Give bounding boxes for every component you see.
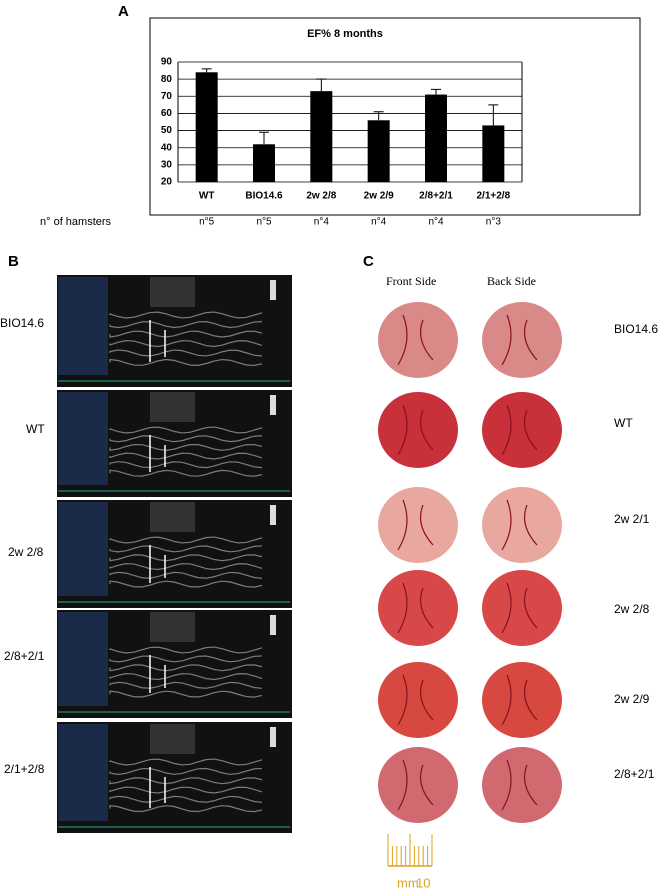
error-bar <box>316 78 327 92</box>
chart-frame <box>149 17 641 216</box>
y-tick-label: 90 <box>161 57 173 68</box>
heart-vessel <box>501 674 538 726</box>
heart-photo <box>482 662 562 738</box>
echo-inset <box>150 724 195 754</box>
heart-photo <box>378 302 458 378</box>
y-tick-label: 60 <box>161 108 173 119</box>
echo-sidebar <box>58 724 108 821</box>
count-label: n°5 <box>256 217 272 228</box>
panel-label: A <box>118 3 129 20</box>
echo-grayscale <box>270 280 276 300</box>
row-label: BIO14.6 <box>0 316 44 330</box>
count-label: n°4 <box>371 217 387 228</box>
chart-title: EF% 8 months <box>307 28 383 40</box>
heart-photo <box>482 392 562 468</box>
echo-trace <box>109 311 263 367</box>
x-tick-label: WT <box>199 191 215 202</box>
echo-inset <box>150 392 195 422</box>
heart-vessel <box>501 499 538 551</box>
row-label: 2w 2/1 <box>614 512 650 526</box>
error-bar <box>373 111 384 121</box>
bar <box>425 94 447 182</box>
row-label: 2/1+2/8 <box>4 762 45 776</box>
heart-photo <box>482 747 562 823</box>
echo-inset <box>150 612 195 642</box>
heart-photo <box>378 487 458 563</box>
heart-vessel <box>397 674 434 726</box>
echo-trace <box>109 758 263 813</box>
heart-vessel <box>501 759 538 811</box>
scale-value: 10 <box>416 875 430 890</box>
echo-sidebar <box>58 392 108 485</box>
heart-photo <box>482 302 562 378</box>
row-label: WT <box>614 416 633 430</box>
error-bar <box>488 104 499 126</box>
x-tick-label: 2/8+2/1 <box>419 191 453 202</box>
echo-grayscale <box>270 727 276 747</box>
scale-unit: mm <box>397 875 419 890</box>
row-label: 2/8+2/1 <box>614 767 655 781</box>
heart-vessel <box>397 499 434 551</box>
heart-photo <box>482 487 562 563</box>
heart-photo <box>378 392 458 468</box>
bar <box>253 144 275 182</box>
scale-bar <box>387 834 433 867</box>
y-tick-label: 20 <box>161 177 173 188</box>
heart-vessel <box>501 314 538 366</box>
y-tick-label: 40 <box>161 142 173 153</box>
echo-grayscale <box>270 395 276 415</box>
heart-vessel <box>501 404 538 456</box>
y-tick-label: 80 <box>161 74 173 85</box>
bar <box>310 91 333 182</box>
heart-vessel <box>397 759 434 811</box>
row-label: 2w 2/8 <box>8 545 44 559</box>
echo-sidebar <box>58 612 108 706</box>
echo-sidebar <box>58 277 108 375</box>
echo-sidebar <box>58 502 108 596</box>
row-label: 2/8+2/1 <box>4 649 45 663</box>
count-label: n°4 <box>428 217 444 228</box>
y-tick-label: 70 <box>161 91 173 102</box>
bar <box>367 120 390 182</box>
x-tick-label: 2w 2/8 <box>306 191 336 202</box>
error-bar <box>259 131 269 145</box>
count-label: n° of hamsters <box>40 216 112 228</box>
bar <box>195 72 218 182</box>
echo-inset <box>150 277 195 307</box>
heart-photo <box>482 570 562 646</box>
echo-grayscale <box>270 505 276 525</box>
y-tick-label: 50 <box>161 125 173 136</box>
echo-trace <box>109 536 263 588</box>
error-bar <box>201 68 212 73</box>
column-label: Front Side <box>386 274 436 288</box>
echo-inset <box>150 502 195 532</box>
bar <box>482 125 505 182</box>
heart-photo <box>378 747 458 823</box>
heart-photo <box>378 570 458 646</box>
error-bar <box>431 88 441 95</box>
panel-label: B <box>8 253 19 270</box>
row-label: WT <box>26 422 45 436</box>
y-tick-label: 30 <box>161 159 173 170</box>
heart-photo <box>378 662 458 738</box>
panel-label: C <box>363 253 374 270</box>
heart-vessel <box>397 582 434 634</box>
row-label: 2w 2/9 <box>614 692 650 706</box>
x-tick-label: 2/1+2/8 <box>477 191 511 202</box>
count-label: n°5 <box>199 217 215 228</box>
x-tick-label: 2w 2/9 <box>364 191 394 202</box>
heart-vessel <box>397 314 434 366</box>
row-label: BIO14.6 <box>614 322 658 336</box>
echo-grayscale <box>270 615 276 635</box>
echo-trace <box>109 426 263 477</box>
count-label: n°4 <box>314 217 330 228</box>
heart-vessel <box>501 582 538 634</box>
heart-vessel <box>397 404 434 456</box>
x-tick-label: BIO14.6 <box>245 191 283 202</box>
count-label: n°3 <box>486 217 502 228</box>
column-label: Back Side <box>487 274 536 288</box>
echo-trace <box>109 646 263 698</box>
row-label: 2w 2/8 <box>614 602 650 616</box>
